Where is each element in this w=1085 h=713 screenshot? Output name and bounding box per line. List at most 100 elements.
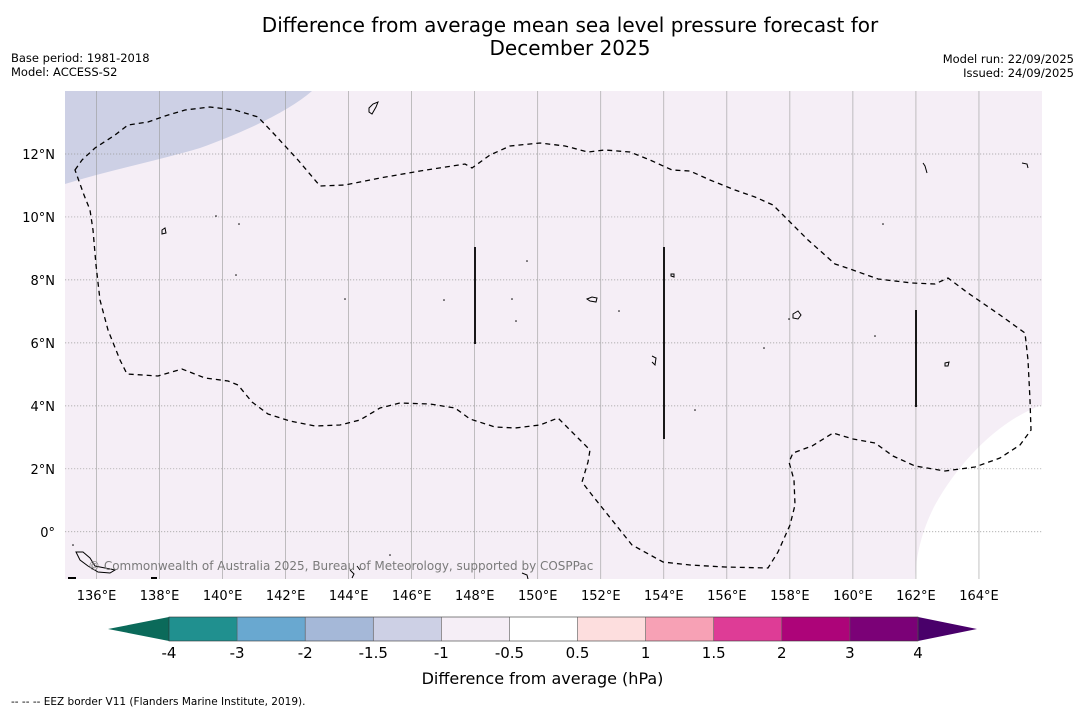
colorbar-tick-label: 0.5 [566,644,590,662]
islet [151,577,157,579]
x-tick-label: 164°E [959,589,999,604]
footnote: -- -- -- EEZ border V11 (Flanders Marine… [11,696,306,708]
colorbar-over-triangle [918,617,977,641]
island [922,162,928,174]
colorbar-bin [781,617,850,641]
issued-date: Issued: 24/09/2025 [963,66,1074,80]
model-run: Model run: 22/09/2025 [942,52,1074,66]
title-line-1: Difference from average mean sea level p… [261,13,879,37]
islet [511,298,513,300]
islet [443,299,445,301]
colorbar: -4 -3 -2 -1.5 -1 -0.5 0.5 1 1.5 2 3 4 [108,616,977,662]
y-tick-label: 12°N [22,148,55,163]
colorbar-bin [713,617,782,641]
eez-border [74,106,1032,569]
island [792,310,802,320]
x-tick-label: 154°E [644,589,684,604]
x-tick-label: 158°E [770,589,810,604]
island-dots [68,215,884,579]
y-tick-label: 8°N [31,274,56,289]
copyright-text: © Commonwealth of Australia 2025, Bureau… [88,559,593,573]
islands [75,101,1029,579]
colorbar-label: Difference from average (hPa) [421,669,664,688]
colorbar-under-triangle [108,617,169,641]
colorbar-tick-label: -1.5 [359,644,388,662]
island [670,273,675,278]
islet [235,274,237,276]
colorbar-bin [441,617,510,641]
x-tick-label: 142°E [266,589,306,604]
title-line-2: December 2025 [489,36,651,60]
islet [874,335,876,337]
x-tick-label: 156°E [707,589,747,604]
islet [788,318,790,320]
colorbar-bin [577,617,646,641]
colorbar-bin [305,617,374,641]
islet [515,320,517,322]
islet [618,310,620,312]
islet [389,554,391,556]
island [585,296,598,303]
colorbar-bin [169,617,238,641]
y-tick-label: 0° [40,526,55,541]
model-name: Model: ACCESS-S2 [11,65,118,79]
x-tick-label: 146°E [392,589,432,604]
x-tick-label: 150°E [518,589,558,604]
x-tick-label: 148°E [455,589,495,604]
region-main [65,91,1042,579]
x-tick-label: 138°E [140,589,180,604]
y-tick-label: 4°N [31,400,56,415]
meta-left: Base period: 1981-2018 Model: ACCESS-S2 [11,51,150,79]
islet [68,577,76,579]
x-tick-label: 152°E [581,589,621,604]
colorbar-tick-label: -3 [230,644,245,662]
x-tick-label: 160°E [833,589,873,604]
islet [238,223,240,225]
x-axis: 136°E 138°E 140°E 142°E 144°E 146°E 148°E 150°E… [77,589,999,604]
island [944,361,950,367]
colorbar-tick-label: 3 [845,644,855,662]
y-tick-label: 2°N [31,463,56,478]
colorbar-tick-label: -4 [162,644,177,662]
colorbar-bin [849,617,918,641]
colorbar-bin [373,617,442,641]
colorbar-tick-label: 2 [777,644,787,662]
colorbar-tick-label: -2 [298,644,313,662]
x-tick-label: 140°E [203,589,243,604]
islet [344,298,346,300]
y-axis: 12°N 10°N 8°N 6°N 4°N 2°N 0° [22,148,55,541]
gridlines [65,91,1042,579]
region-southeast [915,405,1042,579]
islet [882,223,884,225]
colorbar-bin [509,617,578,641]
y-tick-label: 6°N [31,337,56,352]
colorbar-tick-label: 4 [913,644,923,662]
island [521,572,529,579]
islet [763,347,765,349]
island [1021,162,1029,169]
x-tick-label: 136°E [77,589,117,604]
map-area: © Commonwealth of Australia 2025, Bureau… [65,91,1042,579]
region-northwest [65,91,312,184]
colorbar-tick-label: -1 [434,644,449,662]
colorbar-tick-label: 1.5 [702,644,726,662]
islet [215,215,217,217]
island [161,227,167,235]
x-tick-label: 144°E [329,589,369,604]
colorbar-bin [237,617,306,641]
island [651,355,657,367]
islet [694,409,696,411]
base-period: Base period: 1981-2018 [11,51,150,65]
solid-lines [474,247,917,439]
colorbar-tick-label: -0.5 [495,644,524,662]
colorbar-bin [645,617,714,641]
islet [526,260,528,262]
colorbar-tick-label: 1 [641,644,651,662]
island [368,101,379,115]
island [75,551,117,574]
x-tick-label: 162°E [896,589,936,604]
island [349,565,361,579]
meta-right: Model run: 22/09/2025 Issued: 24/09/2025 [943,52,1074,80]
chart-title: Difference from average mean sea level p… [0,14,1085,60]
